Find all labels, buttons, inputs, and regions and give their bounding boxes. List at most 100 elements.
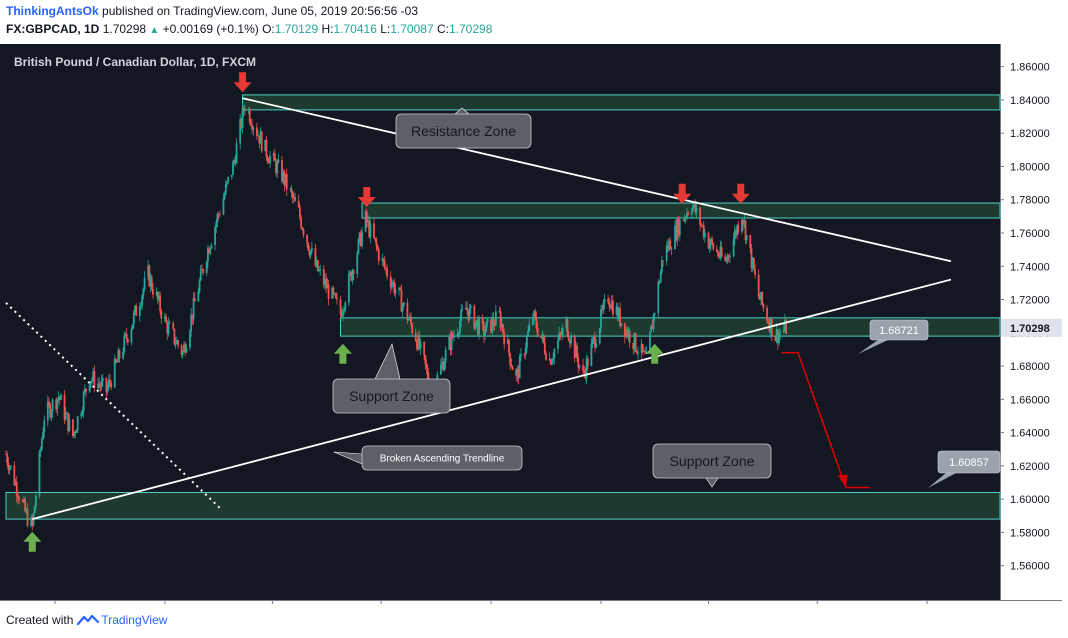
candle-body xyxy=(118,350,121,359)
candle-body xyxy=(478,317,481,335)
candle xyxy=(75,429,78,433)
candle-body xyxy=(208,248,211,254)
candle xyxy=(617,306,620,321)
author-link[interactable]: ThinkingAntsOk xyxy=(6,4,99,18)
candle xyxy=(315,256,318,268)
candle xyxy=(500,318,503,331)
candle-body xyxy=(708,244,711,249)
projection-path xyxy=(781,351,870,489)
candle xyxy=(423,341,426,360)
candle xyxy=(477,315,479,337)
candle-body xyxy=(594,336,596,348)
resistance-zone-callout: Resistance Zone xyxy=(395,107,532,149)
price-chart[interactable]: 1.86000 1.84000 1.82000 1.80000 1.78000 1.760… xyxy=(0,44,1068,606)
last-price-box xyxy=(1001,318,1062,337)
candle-body xyxy=(85,388,87,392)
candle xyxy=(690,207,693,219)
candle xyxy=(508,338,510,357)
candle xyxy=(552,352,555,365)
candle-body xyxy=(533,311,535,319)
candle xyxy=(267,157,270,164)
candle xyxy=(390,278,393,291)
candle xyxy=(762,303,765,313)
candle xyxy=(314,243,317,268)
candle xyxy=(57,391,60,403)
candle-body xyxy=(64,412,67,420)
candle-body xyxy=(247,109,250,111)
candle xyxy=(284,173,287,188)
candle-body xyxy=(123,335,126,352)
candle xyxy=(242,105,245,117)
candle xyxy=(43,415,46,439)
candle-body xyxy=(117,350,120,362)
candle-body xyxy=(339,299,342,314)
candle-body xyxy=(272,153,275,156)
candle xyxy=(76,415,79,434)
candle xyxy=(711,235,713,246)
candle-body xyxy=(25,509,28,512)
candle-body xyxy=(712,243,715,250)
candle-body xyxy=(298,207,301,218)
candle-body xyxy=(74,431,77,433)
candle xyxy=(687,210,690,216)
candle-body xyxy=(75,430,78,433)
candle-body xyxy=(586,358,589,366)
candle-body xyxy=(402,302,405,306)
candle-body xyxy=(719,246,722,258)
candle xyxy=(709,237,712,251)
candle xyxy=(666,239,669,253)
candle xyxy=(535,311,538,332)
candle xyxy=(294,193,297,202)
candle xyxy=(309,250,312,260)
candle xyxy=(168,320,171,325)
candle xyxy=(785,317,788,335)
candle-body xyxy=(310,248,313,251)
candle xyxy=(383,256,386,271)
candle-body xyxy=(401,305,404,312)
candle xyxy=(74,429,77,439)
candle xyxy=(499,307,502,332)
candle xyxy=(38,449,41,499)
candle xyxy=(191,314,194,326)
candle-body xyxy=(460,309,463,322)
candle xyxy=(110,380,113,391)
candle xyxy=(80,410,83,420)
candle xyxy=(342,305,344,321)
candle-body xyxy=(408,316,411,320)
candle-body xyxy=(686,212,688,218)
candle xyxy=(744,219,747,245)
candle xyxy=(277,154,280,164)
candle-body xyxy=(365,211,368,223)
candle-body xyxy=(659,271,662,283)
candle-body xyxy=(617,308,620,320)
candle-body xyxy=(210,244,213,249)
candle xyxy=(310,241,313,254)
close-label: C: xyxy=(436,22,449,36)
candle-body xyxy=(632,342,635,350)
candle-body xyxy=(67,412,70,431)
candle-body xyxy=(131,324,134,330)
candle xyxy=(250,118,252,127)
candle-body xyxy=(159,295,162,312)
candle-body xyxy=(676,219,679,240)
candle xyxy=(674,219,676,250)
candle xyxy=(528,319,531,332)
price-tag-text: 1.68721 xyxy=(879,325,919,337)
candle xyxy=(486,317,489,328)
low-value: 1.70087 xyxy=(390,22,434,36)
tradingview-link[interactable]: TradingView xyxy=(77,613,167,627)
ascending-trendline xyxy=(32,278,952,520)
candle xyxy=(155,287,158,297)
candle-body xyxy=(242,107,245,112)
candle xyxy=(25,507,28,514)
candle-body xyxy=(525,336,528,348)
candle xyxy=(73,431,75,439)
candle xyxy=(439,358,442,376)
candle-body xyxy=(369,223,372,237)
candle xyxy=(573,334,576,363)
candle xyxy=(289,187,292,192)
candle xyxy=(742,218,745,231)
candle-body xyxy=(293,197,295,199)
candle xyxy=(377,247,380,266)
candle-body xyxy=(511,366,514,370)
